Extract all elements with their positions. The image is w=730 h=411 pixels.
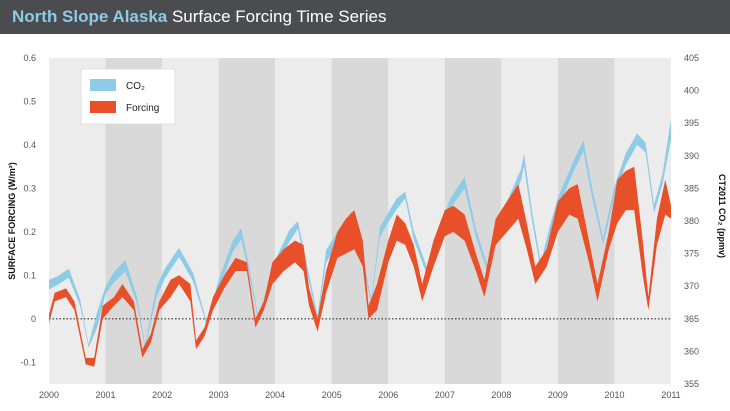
x-tick-label: 2011 — [661, 390, 680, 400]
right-tick-label: 370 — [684, 281, 699, 291]
legend-forcing-swatch — [90, 101, 116, 113]
x-tick-label: 2002 — [152, 390, 172, 400]
legend-box — [80, 68, 176, 125]
right-tick-label: 400 — [684, 86, 699, 96]
left-tick-label: 0.3 — [23, 183, 36, 193]
right-tick-label: 365 — [684, 314, 699, 324]
page-title: North Slope Alaska Surface Forcing Time … — [12, 6, 386, 28]
left-tick-label: 0.5 — [23, 96, 36, 106]
header-bar: North Slope Alaska Surface Forcing Time … — [0, 0, 730, 34]
legend-co2-label: CO₂ — [126, 81, 145, 92]
right-tick-label: 380 — [684, 216, 699, 226]
left-tick-label: 0.2 — [23, 227, 36, 237]
legend-co2-swatch — [90, 79, 116, 91]
left-tick-label: 0 — [31, 314, 36, 324]
x-tick-label: 2001 — [96, 390, 116, 400]
left-axis-ticks: -0.1 0 0.1 0.2 0.3 0.4 0.5 0.6 — [20, 53, 36, 367]
title-location: North Slope Alaska — [12, 7, 168, 26]
left-tick-label: 0.6 — [23, 53, 36, 63]
year-band — [557, 58, 615, 384]
title-subject: Surface Forcing Time Series — [167, 7, 387, 26]
x-tick-label: 2008 — [491, 390, 511, 400]
year-band — [218, 58, 276, 384]
forcing-series — [49, 166, 671, 367]
right-axis-ticks: 355 360 365 370 375 380 385 390 395 400 405 — [684, 53, 699, 389]
left-tick-label: 0.4 — [23, 140, 36, 150]
x-tick-label: 2000 — [39, 390, 59, 400]
left-tick-label: -0.1 — [20, 357, 36, 367]
x-tick-label: 2006 — [378, 390, 398, 400]
x-axis-ticks: 2000 2001 2002 2003 2004 2005 2006 2007 2008 2009… — [39, 390, 681, 400]
right-tick-label: 375 — [684, 249, 699, 259]
year-band — [331, 58, 389, 384]
legend-forcing-label: Forcing — [126, 103, 159, 114]
left-axis-label: SURFACE FORCING (W/m²) — [7, 162, 17, 280]
x-tick-label: 2005 — [322, 390, 342, 400]
x-tick-label: 2003 — [209, 390, 229, 400]
legend: CO₂ Forcing — [80, 68, 176, 125]
right-tick-label: 355 — [684, 379, 699, 389]
right-tick-label: 360 — [684, 346, 699, 356]
x-tick-label: 2009 — [548, 390, 568, 400]
x-tick-label: 2010 — [604, 390, 624, 400]
right-tick-label: 385 — [684, 183, 699, 193]
right-tick-label: 395 — [684, 118, 699, 128]
x-tick-label: 2004 — [265, 390, 285, 400]
right-tick-label: 390 — [684, 151, 699, 161]
left-tick-label: 0.1 — [23, 270, 36, 280]
right-axis-label: CT2011 CO₂ (ppmv) — [717, 174, 727, 258]
right-tick-label: 405 — [684, 53, 699, 63]
x-tick-label: 2007 — [435, 390, 455, 400]
year-band — [275, 58, 332, 384]
